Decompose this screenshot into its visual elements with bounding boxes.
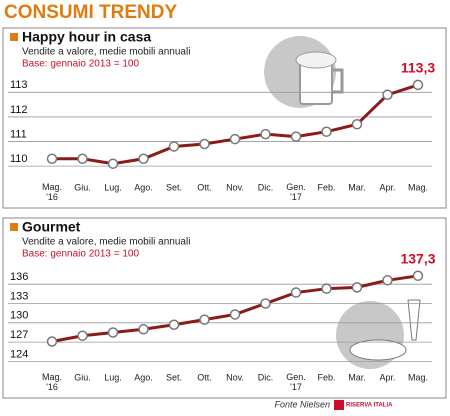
chart-note: Base: gennaio 2013 = 100 bbox=[22, 249, 139, 260]
point bbox=[229, 309, 241, 320]
x-tick-label: Ago. bbox=[134, 372, 153, 382]
x-tick-label: Giu. bbox=[74, 372, 91, 382]
x-tick-label: Mag. '16 bbox=[42, 372, 62, 392]
y-tick-label: 136 bbox=[10, 271, 28, 283]
point bbox=[107, 327, 119, 338]
main-title: CONSUMI TRENDY bbox=[4, 2, 177, 23]
y-tick-label: 133 bbox=[10, 290, 28, 302]
x-tick-label: Giu. bbox=[74, 182, 91, 192]
chart-title: Happy hour in casa bbox=[22, 29, 151, 45]
point bbox=[321, 283, 332, 294]
x-tick-label: Apr. bbox=[379, 372, 395, 382]
y-tick-label: 111 bbox=[10, 128, 27, 140]
y-tick-label: 110 bbox=[10, 153, 28, 165]
point bbox=[138, 324, 149, 335]
point bbox=[168, 141, 180, 152]
point bbox=[290, 287, 302, 298]
point bbox=[351, 282, 363, 293]
x-tick-label: Mar. bbox=[348, 182, 366, 192]
point bbox=[351, 119, 363, 130]
x-tick-label: Ott. bbox=[197, 372, 212, 382]
y-tick-label: 127 bbox=[10, 329, 28, 341]
x-tick-label: Gen. '17 bbox=[286, 372, 306, 392]
x-tick-label: Nov. bbox=[226, 182, 244, 192]
point bbox=[260, 128, 271, 140]
x-tick-label: Apr. bbox=[379, 182, 395, 192]
point bbox=[290, 131, 302, 142]
x-tick-label: Lug. bbox=[104, 372, 122, 382]
point bbox=[412, 79, 424, 91]
x-tick-label: Dic. bbox=[258, 182, 274, 192]
logo: RISERVA ITALIA bbox=[346, 403, 393, 409]
x-tick-label: Set. bbox=[166, 182, 182, 192]
x-tick-label: Ott. bbox=[197, 182, 212, 192]
x-tick-label: Mar. bbox=[348, 372, 366, 382]
point bbox=[260, 298, 271, 309]
y-tick-label: 113 bbox=[10, 79, 28, 91]
beer-icon bbox=[264, 36, 344, 108]
value-label: 137,3 bbox=[400, 251, 435, 267]
title-bullet bbox=[10, 223, 18, 231]
point bbox=[138, 153, 149, 165]
point bbox=[77, 330, 88, 341]
point bbox=[107, 158, 119, 169]
panel bbox=[2, 27, 447, 209]
y-tick-label: 130 bbox=[10, 310, 28, 322]
value-label: 113,3 bbox=[401, 60, 435, 76]
logo-mark bbox=[334, 400, 344, 410]
x-tick-label: Nov. bbox=[226, 372, 244, 382]
chart-note: Base: gennaio 2013 = 100 bbox=[22, 59, 139, 70]
point bbox=[412, 270, 424, 282]
point bbox=[229, 133, 241, 145]
chart-title: Gourmet bbox=[22, 219, 81, 235]
x-tick-label: Mag. bbox=[408, 182, 428, 192]
point bbox=[46, 153, 58, 165]
point bbox=[77, 153, 88, 165]
source: Fonte Nielsen bbox=[274, 399, 330, 409]
chart-subtitle: Vendite a valore, medie mobili annuali bbox=[22, 237, 190, 248]
x-tick-label: Lug. bbox=[104, 182, 122, 192]
chart-subtitle: Vendite a valore, medie mobili annuali bbox=[22, 47, 190, 58]
point bbox=[321, 126, 332, 137]
point bbox=[382, 275, 393, 286]
x-tick-label: Feb. bbox=[317, 182, 335, 192]
title-bullet bbox=[10, 33, 18, 41]
point bbox=[382, 89, 393, 101]
x-tick-label: Gen. '17 bbox=[286, 182, 306, 202]
x-tick-label: Mag. '16 bbox=[42, 182, 62, 202]
point bbox=[46, 336, 58, 347]
x-tick-label: Ago. bbox=[134, 182, 153, 192]
x-tick-label: Dic. bbox=[258, 372, 274, 382]
y-tick-label: 124 bbox=[10, 348, 28, 360]
panel bbox=[2, 217, 447, 399]
x-tick-label: Set. bbox=[166, 372, 182, 382]
point bbox=[168, 319, 180, 331]
x-tick-label: Feb. bbox=[317, 372, 335, 382]
y-tick-label: 112 bbox=[10, 104, 28, 116]
food-icon bbox=[336, 299, 421, 369]
point bbox=[199, 138, 210, 150]
series-line bbox=[52, 83, 419, 166]
point bbox=[199, 314, 210, 325]
x-tick-label: Mag. bbox=[408, 372, 428, 382]
